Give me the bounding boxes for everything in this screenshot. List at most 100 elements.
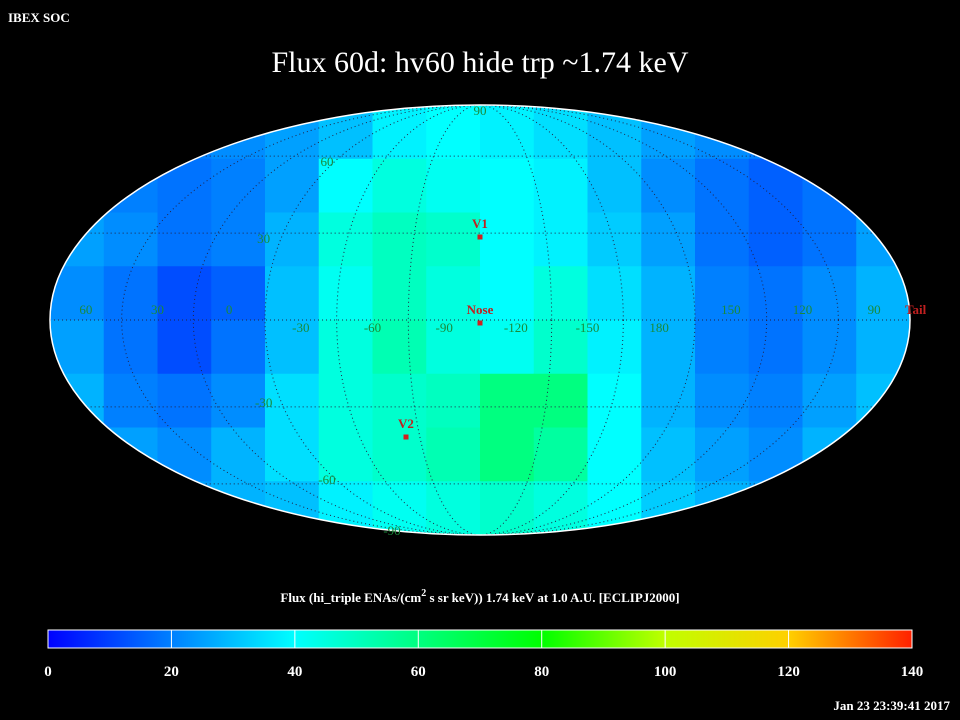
flux-cell: [265, 320, 320, 375]
flux-cell: [533, 427, 588, 482]
flux-cell: [480, 266, 535, 321]
caption-part: Flux (hi_triple ENAs/(cm: [280, 590, 421, 605]
flux-cell: [318, 427, 373, 482]
longitude-label: 120: [793, 302, 813, 317]
flux-cell: [695, 158, 750, 213]
app-label: IBEX SOC: [8, 10, 70, 25]
flux-cell: [641, 373, 696, 428]
flux-cell: [318, 373, 373, 428]
chart-title: Flux 60d: hv60 hide trp ~1.74 keV: [271, 46, 688, 79]
flux-cell: [533, 373, 588, 428]
flux-cell: [480, 481, 535, 535]
flux-cell: [587, 158, 642, 213]
flux-cell: [695, 427, 750, 482]
latitude-label: 60: [320, 154, 333, 169]
flux-cell: [103, 320, 158, 375]
flux-cell: [695, 373, 750, 428]
flux-cell: [802, 266, 857, 321]
flux-cell: [211, 427, 266, 482]
flux-cell: [211, 266, 266, 321]
flux-cell: [480, 320, 535, 375]
latitude-label: -90: [383, 523, 400, 538]
sky-cells: [50, 105, 910, 535]
colorbar: [47, 629, 913, 649]
flux-cell: [265, 212, 320, 267]
caption-superscript: 2: [421, 588, 426, 599]
marker-label: Tail: [905, 302, 927, 317]
flux-cell: [748, 266, 803, 321]
flux-cell: [157, 373, 212, 428]
longitude-label: -30: [292, 320, 309, 335]
flux-cell: [426, 320, 481, 375]
colorbar-tick-label: 20: [164, 664, 179, 680]
marker-label: V1: [472, 216, 488, 231]
longitude-label: 0: [226, 302, 233, 317]
flux-cell: [533, 320, 588, 375]
flux-cell: [533, 266, 588, 321]
colorbar-tick-label: 100: [654, 664, 677, 680]
longitude-label: 30: [151, 302, 164, 317]
flux-cell: [372, 158, 427, 213]
flux-cell: [157, 212, 212, 267]
flux-cell: [695, 212, 750, 267]
flux-cell: [480, 427, 535, 482]
colorbar-tick-label: 80: [534, 664, 549, 680]
flux-cell: [265, 266, 320, 321]
flux-cell: [641, 212, 696, 267]
longitude-label: 180: [649, 320, 669, 335]
flux-cell: [480, 373, 535, 428]
marker-dot: [477, 234, 483, 240]
flux-cell: [426, 212, 481, 267]
flux-cell: [211, 373, 266, 428]
latitude-label: -30: [255, 395, 272, 410]
map-border: [49, 104, 911, 536]
flux-cell: [318, 212, 373, 267]
flux-cell: [641, 427, 696, 482]
flux-cell: [587, 320, 642, 375]
flux-cell: [157, 266, 212, 321]
flux-cell: [318, 320, 373, 375]
flux-cell: [318, 158, 373, 213]
flux-cell: [157, 320, 212, 375]
map-labels: 60 30 0 -30 -60 -90 -120 -150 180 150 120 90 90 60 30 -…: [79, 103, 926, 538]
flux-cell: [103, 266, 158, 321]
marker-label: V2: [398, 416, 414, 431]
flux-cell: [480, 158, 535, 213]
marker-label: Nose: [467, 302, 494, 317]
flux-cell: [426, 373, 481, 428]
flux-cell: [103, 373, 158, 428]
longitude-label: -60: [364, 320, 381, 335]
timestamp: Jan 23 23:39:41 2017: [833, 698, 950, 713]
flux-cell: [533, 105, 588, 160]
colorbar-tick-label: 120: [777, 664, 800, 680]
longitude-label: 150: [721, 302, 741, 317]
colorbar-ticks: 0 20 40 60 80 100 120 140: [44, 630, 923, 680]
flux-cell: [802, 212, 857, 267]
flux-cell: [372, 105, 427, 160]
caption-part: s sr keV)) 1.74 keV at 1.0 A.U. [ECLIPJ2…: [426, 590, 679, 605]
flux-cell: [211, 158, 266, 213]
flux-cell: [587, 212, 642, 267]
flux-cell: [695, 266, 750, 321]
meridian: [407, 105, 553, 535]
grid: [50, 105, 910, 535]
colorbar-caption: Flux (hi_triple ENAs/(cm2 s sr keV)) 1.7…: [280, 588, 679, 605]
flux-cell: [265, 158, 320, 213]
latitude-label: -60: [318, 472, 335, 487]
flux-cell: [265, 373, 320, 428]
flux-cell: [426, 158, 481, 213]
flux-cell: [318, 266, 373, 321]
flux-cell: [802, 373, 857, 428]
flux-cell: [211, 320, 266, 375]
flux-cell: [533, 158, 588, 213]
flux-cell: [372, 212, 427, 267]
flux-cell: [641, 320, 696, 375]
flux-cell: [372, 320, 427, 375]
flux-cell: [372, 427, 427, 482]
meridian: [336, 105, 624, 535]
marker-dot: [403, 434, 409, 440]
flux-cell: [533, 481, 588, 535]
flux-cell: [480, 212, 535, 267]
marker-dot: [477, 320, 483, 326]
longitude-label: -120: [504, 320, 528, 335]
